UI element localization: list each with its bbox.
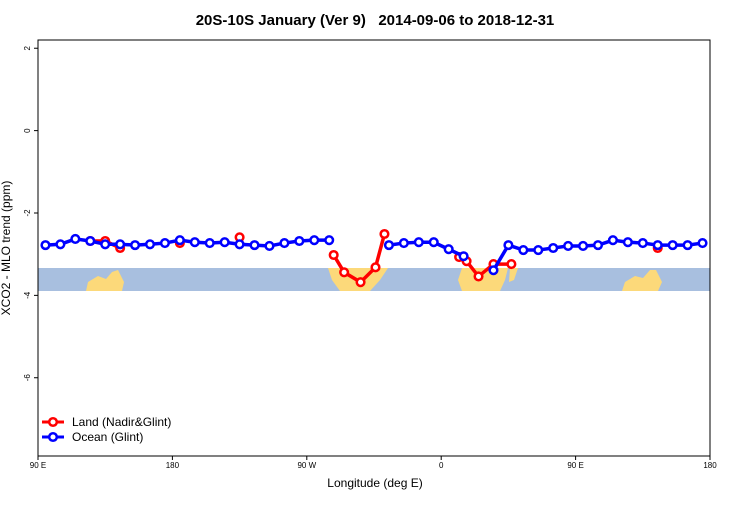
- point: [174, 235, 185, 246]
- y-tick-label: -6: [23, 374, 32, 382]
- point: [379, 228, 390, 240]
- point: [85, 235, 96, 247]
- point: [339, 267, 350, 278]
- point: [458, 251, 469, 262]
- point: [55, 239, 66, 250]
- y-tick-label: 2: [23, 45, 32, 50]
- legend-marker: [47, 431, 59, 443]
- x-tick-label: 90 E: [567, 461, 583, 470]
- point: [488, 265, 499, 276]
- point: [506, 259, 517, 270]
- point: [682, 240, 693, 251]
- chart-title: 20S-10S January (Ver 9) 2014-09-06 to 20…: [196, 12, 555, 29]
- point: [219, 237, 230, 248]
- point: [294, 235, 305, 247]
- point: [667, 240, 678, 251]
- y-tick-label: 0: [23, 128, 32, 133]
- point: [533, 245, 544, 256]
- point: [428, 237, 439, 248]
- point: [328, 249, 339, 261]
- point: [503, 240, 514, 251]
- point: [234, 239, 245, 250]
- x-tick-label: 180: [166, 461, 180, 470]
- point: [204, 238, 215, 249]
- point: [189, 237, 200, 248]
- point: [40, 240, 51, 251]
- point: [652, 240, 663, 251]
- plot-frame: [37, 39, 711, 457]
- point: [264, 240, 275, 251]
- point: [443, 244, 454, 255]
- point: [370, 262, 381, 273]
- point: [548, 242, 559, 254]
- y-axis-label: XCO2 - MLO trend (ppm): [0, 181, 13, 316]
- x-tick-label: 0: [439, 461, 444, 470]
- point: [578, 240, 589, 251]
- x-tick-label: 90 E: [30, 461, 46, 470]
- point: [592, 240, 604, 251]
- point: [115, 239, 126, 250]
- legend-marker: [47, 416, 59, 428]
- point: [249, 240, 260, 251]
- x-axis-label: Longitude (deg E): [327, 476, 422, 490]
- point: [607, 235, 618, 246]
- point: [637, 238, 648, 249]
- point: [130, 240, 141, 251]
- legend-label: Ocean (Glint): [72, 430, 143, 444]
- point: [355, 277, 366, 288]
- point: [473, 271, 484, 282]
- point: [383, 240, 394, 251]
- point: [324, 235, 335, 246]
- legend-label: Land (Nadir&Glint): [72, 415, 171, 429]
- point: [413, 237, 424, 248]
- point: [398, 238, 409, 249]
- point: [70, 233, 81, 244]
- point: [697, 238, 708, 249]
- point: [144, 239, 156, 250]
- y-tick-label: -4: [23, 291, 32, 299]
- point: [518, 245, 529, 256]
- point: [309, 235, 320, 246]
- x-tick-label: 90 W: [297, 461, 316, 470]
- point: [100, 239, 111, 250]
- point: [622, 237, 633, 248]
- y-tick-label: -2: [23, 209, 32, 217]
- point: [159, 238, 170, 249]
- x-tick-label: 180: [703, 461, 717, 470]
- point: [279, 238, 290, 249]
- point: [563, 240, 574, 251]
